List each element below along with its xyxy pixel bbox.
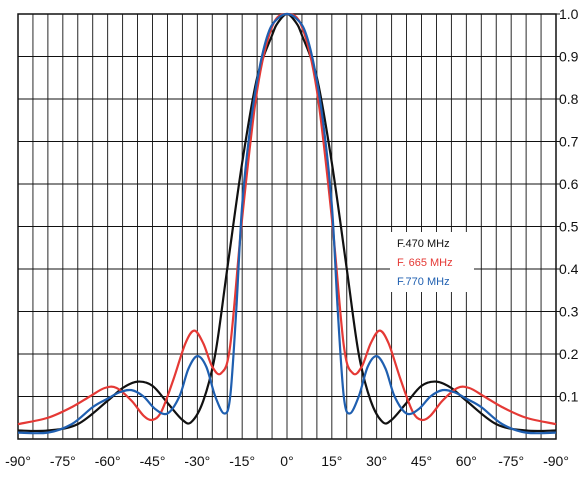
x-tick-label: 30° <box>366 453 387 469</box>
series-line-2 <box>17 12 557 435</box>
series-curves <box>17 12 557 435</box>
y-tick-label: 0.4 <box>559 261 579 277</box>
legend-label-665: F. 665 MHz <box>397 257 453 269</box>
y-tick-label: 0.3 <box>559 304 579 320</box>
x-tick-label: -75° <box>498 453 524 469</box>
x-tick-label: -60° <box>95 453 121 469</box>
legend-box <box>390 232 474 292</box>
x-tick-label: -90° <box>543 453 569 469</box>
x-tick-label: 45° <box>411 453 432 469</box>
x-tick-label: -75° <box>50 453 76 469</box>
y-axis-tick-labels: 0.1 0.2 0.3 0.4 0.5 0.6 0.7 0.8 0.9 1.0 <box>556 6 579 405</box>
legend-label-470: F.470 MHz <box>397 238 450 250</box>
y-tick-label: 0.2 <box>559 346 579 362</box>
grid <box>18 14 556 439</box>
y-tick-label: 0.9 <box>559 49 579 65</box>
x-tick-label: -30° <box>184 453 210 469</box>
y-tick-label: 0.1 <box>559 389 579 405</box>
x-axis-tick-labels: -90° -75° -60° -45° -30° -15° 0° 15° 30° 45° 60° -7… <box>5 453 569 469</box>
x-tick-label: -90° <box>5 453 31 469</box>
y-tick-label: 0.8 <box>559 91 579 107</box>
x-tick-label: 15° <box>321 453 342 469</box>
y-tick-label: 0.6 <box>559 176 579 192</box>
legend-label-770: F.770 MHz <box>397 276 450 288</box>
x-tick-label: 60° <box>456 453 477 469</box>
y-tick-label: 1.0 <box>559 6 579 22</box>
y-tick-label: 0.7 <box>559 134 579 150</box>
x-tick-label: -15° <box>229 453 255 469</box>
legend: F.470 MHz F. 665 MHz F.770 MHz <box>390 232 474 292</box>
x-tick-label: 0° <box>280 453 293 469</box>
x-tick-label: -45° <box>140 453 166 469</box>
y-tick-label: 0.5 <box>559 219 579 235</box>
